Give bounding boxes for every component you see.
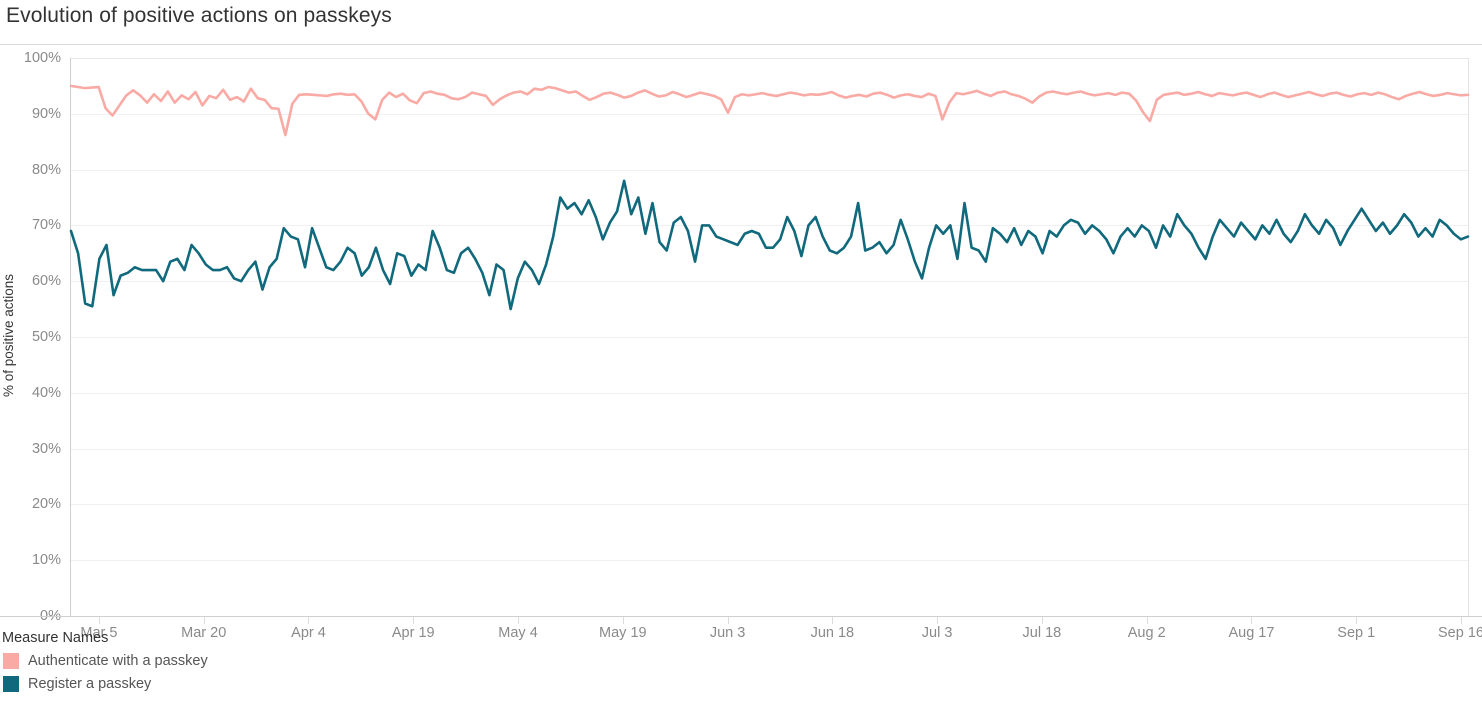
gridline	[71, 113, 1468, 115]
x-axis-tick-mark	[1461, 617, 1462, 624]
gridline	[71, 448, 1468, 450]
y-axis-tick-label: 50%	[31, 329, 61, 345]
gridline	[71, 504, 1468, 506]
legend-item-label: Authenticate with a passkey	[28, 652, 208, 669]
gridline	[71, 225, 1468, 227]
gridline	[71, 337, 1468, 338]
x-axis-tick-label: Aug 2	[1127, 625, 1166, 641]
x-axis-tick-label: Sep 16	[1438, 625, 1482, 641]
x-axis-tick-mark	[727, 617, 729, 624]
y-axis-line	[70, 58, 71, 617]
x-axis-tick-label: Jun 3	[709, 625, 746, 641]
series-line	[69, 179, 1470, 311]
series-line	[69, 84, 1470, 137]
plot-right-border	[1468, 58, 1469, 617]
x-axis-tick-label: May 19	[599, 625, 647, 641]
title-divider	[0, 44, 1482, 45]
gridline	[71, 560, 1468, 562]
x-axis-tick-mark	[308, 617, 310, 624]
y-axis-tick-label: 70%	[31, 217, 61, 234]
x-axis-tick-label: Mar 20	[181, 625, 227, 641]
series-lines	[69, 84, 1470, 311]
y-axis-tick-label: 20%	[31, 496, 61, 513]
page-title: Evolution of positive actions on passkey…	[6, 4, 392, 27]
x-axis-tick-mark	[622, 617, 624, 624]
x-axis-tick-mark	[1251, 617, 1253, 624]
x-axis-tick-label: Apr 4	[291, 625, 326, 641]
x-axis-tick-label: May 4	[498, 625, 538, 641]
x-axis-tick-mark	[1356, 617, 1358, 624]
legend-item-label: Register a passkey	[28, 675, 152, 692]
x-axis-tick-label: Jul 3	[921, 625, 953, 641]
x-axis-tick-mark	[832, 617, 834, 624]
gridline	[71, 392, 1468, 394]
gridline	[71, 169, 1468, 171]
x-axis-tick-mark	[1041, 617, 1043, 624]
x-axis-tick-mark	[937, 617, 939, 624]
y-axis-tick-label: 10%	[31, 552, 61, 569]
legend-color-swatch	[3, 675, 19, 692]
y-axis-tick-label: 40%	[31, 384, 61, 401]
series-container	[69, 58, 1470, 616]
x-axis-tick-mark	[518, 617, 520, 624]
legend-item[interactable]: Register a passkey	[0, 672, 420, 695]
x-axis-line	[0, 616, 1482, 617]
gridline	[71, 281, 1468, 283]
x-axis-tick-label: Sep 1	[1337, 625, 1376, 641]
x-axis-tick-label: Jun 18	[810, 625, 855, 641]
y-axis-tick-label: 30%	[31, 440, 61, 457]
legend-item[interactable]: Authenticate with a passkey	[0, 649, 420, 672]
x-axis-tick-mark	[98, 617, 100, 624]
x-axis-tick-mark	[203, 617, 205, 624]
legend: Measure Names Authenticate with a passke…	[0, 630, 420, 695]
x-axis-tick-label: Jul 18	[1022, 625, 1062, 641]
x-axis-tick-label: Mar 5	[80, 625, 118, 641]
plot-top-border	[71, 58, 1468, 59]
x-axis-tick-mark	[1146, 617, 1148, 624]
legend-color-swatch	[3, 652, 19, 669]
legend-items: Authenticate with a passkey Register a pa…	[0, 649, 420, 695]
y-axis-tick-label: 90%	[31, 105, 61, 122]
x-axis-tick-label: Aug 17	[1228, 625, 1275, 641]
x-axis-tick-label: Apr 19	[391, 625, 435, 641]
y-axis-tick-label: 100%	[23, 50, 61, 66]
y-axis-tick-label: 60%	[31, 273, 61, 290]
x-axis-tick-mark	[413, 617, 415, 624]
legend-title: Measure Names	[2, 630, 109, 646]
y-axis-tick-label: 80%	[31, 161, 61, 178]
